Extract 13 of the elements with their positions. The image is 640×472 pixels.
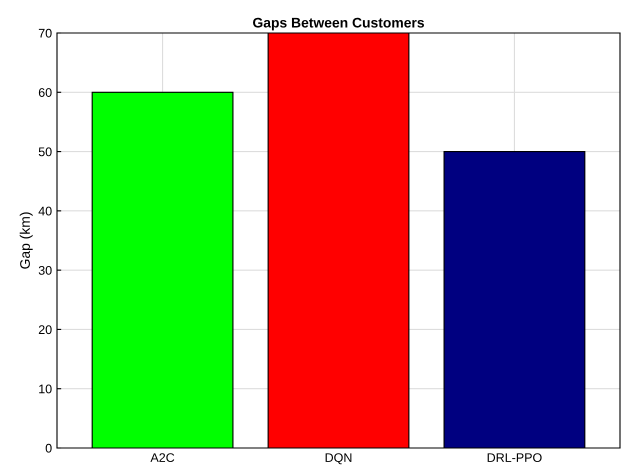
y-tick-label: 20 <box>38 325 52 334</box>
y-tick-label: 60 <box>38 88 52 97</box>
y-tick-label: 0 <box>46 444 52 453</box>
x-tick-label: A2C <box>150 453 174 462</box>
x-tick-label: DQN <box>326 453 352 464</box>
y-tick-label: 50 <box>38 147 52 156</box>
y-tick-label: 10 <box>39 384 52 394</box>
chart-title: Gaps Between Customers <box>253 18 424 30</box>
y-tick-label: 40 <box>38 206 52 216</box>
y-tick-label: 70 <box>38 28 52 38</box>
y-axis-title: Gap (km) <box>20 212 33 269</box>
x-tick-label: DRL-PPO <box>488 453 542 462</box>
y-tick-label: 30 <box>38 266 52 275</box>
